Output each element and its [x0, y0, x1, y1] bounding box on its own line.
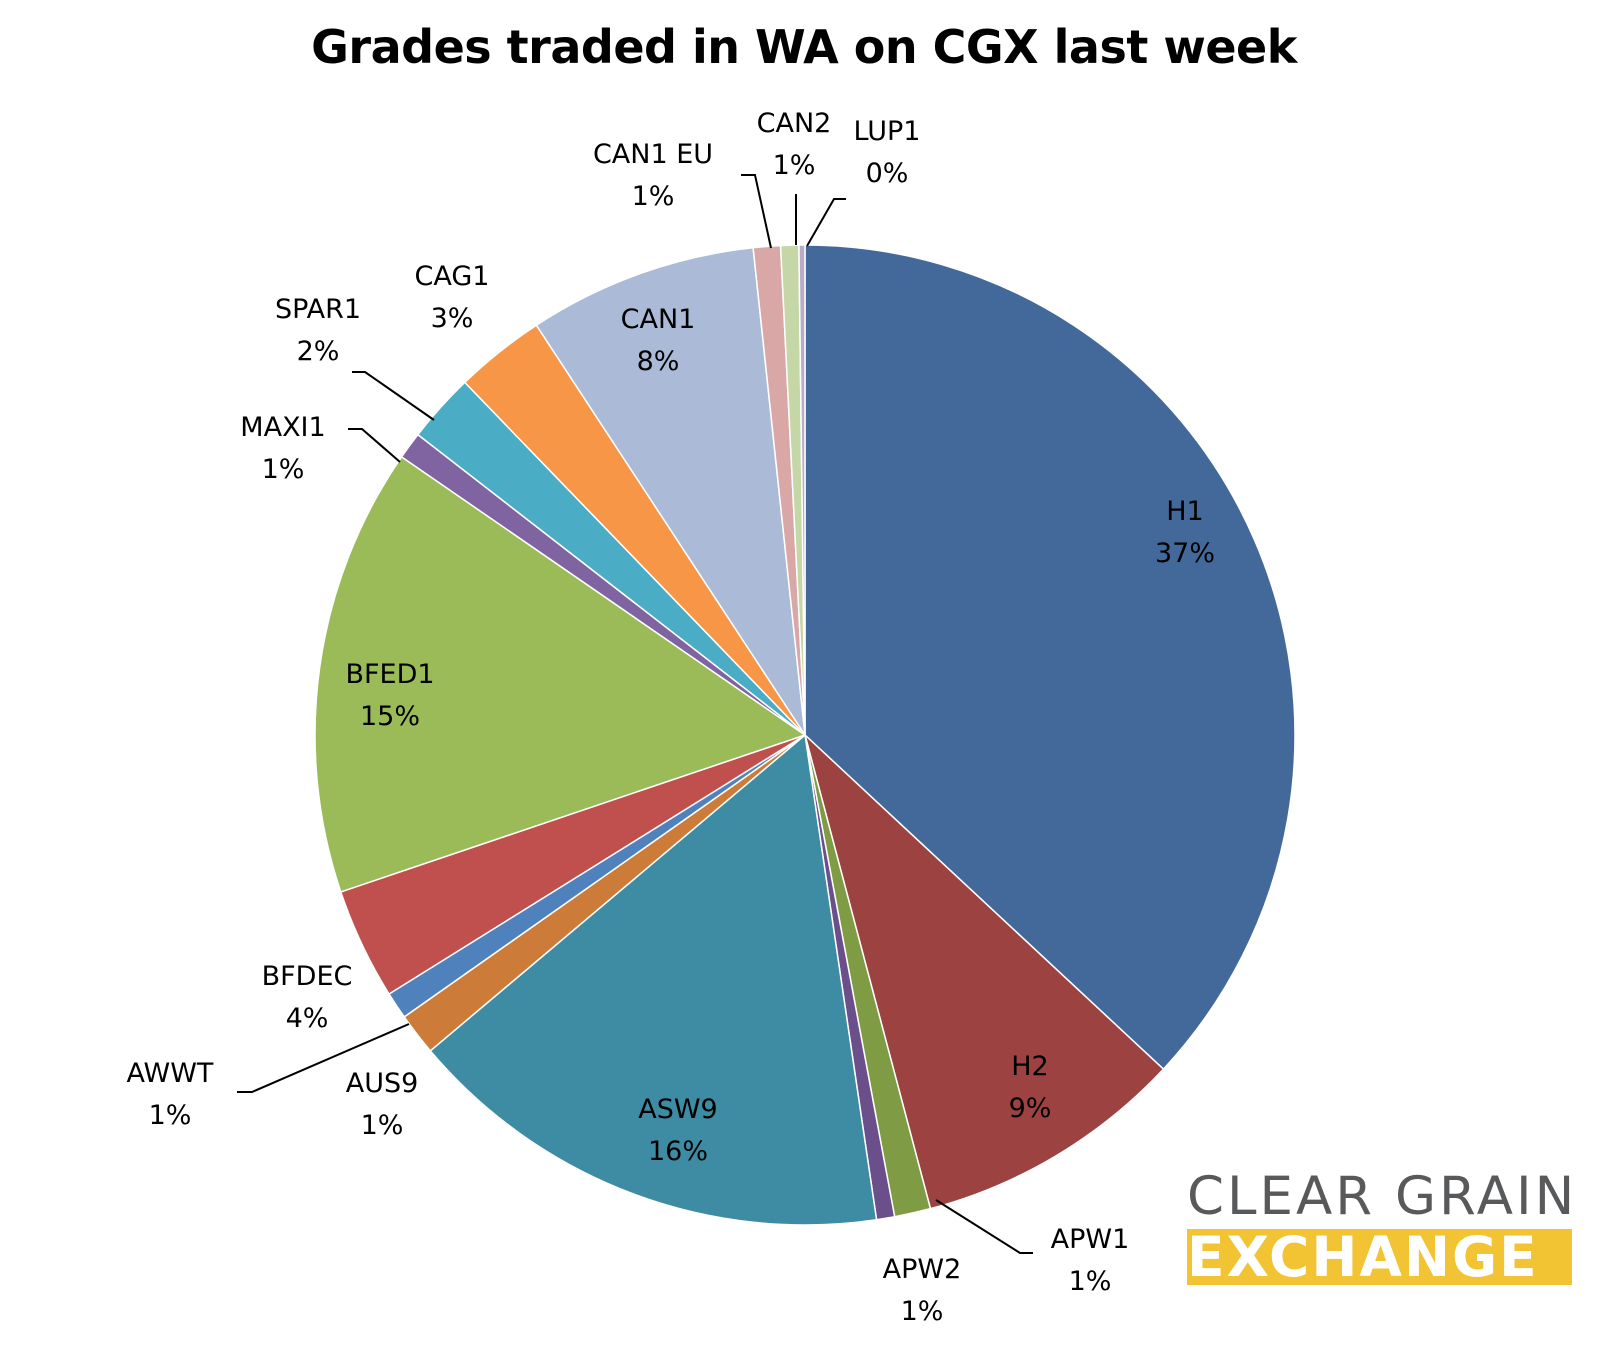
slice-percent-apw2: 1% [901, 1296, 944, 1327]
leader-line-lup1 [806, 198, 846, 247]
slice-percent-maxi1: 1% [262, 454, 305, 485]
slice-percent-bfdec: 4% [286, 1003, 329, 1034]
slice-percent-awwt: 1% [149, 1100, 192, 1131]
leader-line-spar1 [352, 371, 435, 421]
slice-percent-lup1: 0% [866, 158, 909, 189]
slice-percent-aus9: 1% [361, 1110, 404, 1141]
slice-label-awwt: AWWT [127, 1058, 214, 1089]
pie-slice-lup1 [798, 244, 806, 736]
slice-percent-can1-eu: 1% [632, 181, 675, 212]
pie-slice-h1 [804, 244, 1296, 1071]
slice-label-asw9: ASW9 [638, 1094, 717, 1125]
chart-title: Grades traded in WA on CGX last week [311, 20, 1297, 74]
slice-label-maxi1: MAXI1 [240, 412, 325, 443]
slice-percent-asw9: 16% [648, 1136, 708, 1167]
slice-label-can2: CAN2 [757, 108, 832, 139]
slice-percent-h1: 37% [1155, 538, 1215, 569]
leader-line-awwt [237, 1023, 410, 1093]
logo-text-bottom: EXCHANGE [1187, 1229, 1572, 1285]
leader-line-apw1 [935, 1199, 1033, 1254]
slice-percent-bfed1: 15% [360, 701, 420, 732]
logo-text-top: CLEAR GRAIN [1187, 1166, 1578, 1227]
slice-label-lup1: LUP1 [854, 116, 921, 147]
slice-label-apw2: APW2 [883, 1254, 962, 1285]
slice-label-cag1: CAG1 [415, 261, 490, 292]
slice-percent-can1: 8% [637, 346, 680, 377]
slice-percent-cag1: 3% [431, 303, 474, 334]
slice-percent-apw1: 1% [1069, 1266, 1112, 1297]
pie-slice-bfed1 [314, 455, 807, 893]
slice-label-h1: H1 [1166, 496, 1203, 527]
slice-label-apw1: APW1 [1051, 1224, 1130, 1255]
leader-line-can1-eu [741, 174, 772, 249]
leader-line-maxi1 [348, 428, 401, 463]
slice-label-can1-eu: CAN1 EU [593, 139, 713, 170]
slice-label-spar1: SPAR1 [275, 294, 361, 325]
slice-label-can1: CAN1 [621, 304, 696, 335]
pie-slice-can1 [535, 246, 806, 736]
slice-percent-can2: 1% [773, 150, 816, 181]
slice-label-bfed1: BFED1 [345, 659, 434, 690]
pie-slice-asw9 [429, 733, 878, 1226]
pie-slice-h2 [803, 732, 1165, 1210]
slice-label-aus9: AUS9 [346, 1068, 419, 1099]
slice-percent-h2: 9% [1009, 1093, 1052, 1124]
clear-grain-exchange-logo: CLEAR GRAIN EXCHANGE [1187, 1166, 1578, 1285]
slice-label-h2: H2 [1011, 1051, 1048, 1082]
slice-percent-spar1: 2% [297, 336, 340, 367]
slice-label-bfdec: BFDEC [262, 961, 353, 992]
